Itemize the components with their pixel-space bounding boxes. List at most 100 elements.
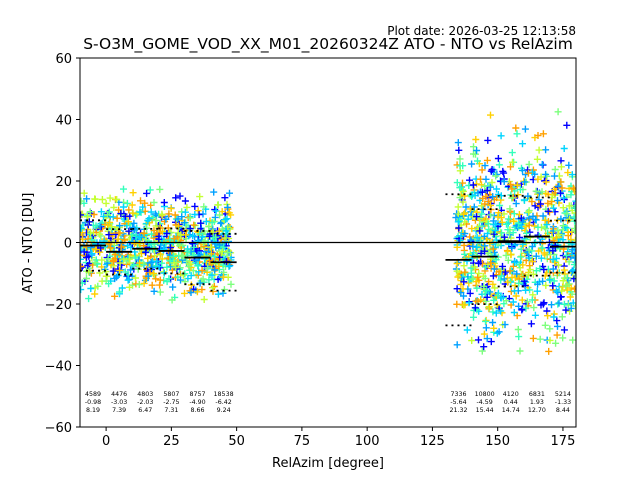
scatter-point-0-774	[177, 276, 184, 284]
scatter-point-1-682	[466, 233, 474, 241]
scatter-point-0-647	[135, 281, 143, 288]
scatter-point-1-898	[454, 218, 462, 226]
scatter-point-1-474	[533, 287, 541, 295]
scatter-point-0-542	[221, 194, 229, 202]
scatter-point-1-875	[475, 269, 483, 277]
scatter-point-1-830	[525, 246, 533, 254]
scatter-point-0-230	[85, 295, 93, 303]
scatter-point-0-211	[97, 208, 105, 216]
bin-stat-std-1: 7.39	[112, 407, 126, 414]
scatter-point-0-852	[136, 246, 144, 254]
scatter-point-1-894	[454, 273, 462, 281]
scatter-point-1-820	[485, 198, 493, 205]
scatter-point-0-485	[152, 210, 159, 218]
scatter-point-1-652	[563, 252, 570, 260]
scatter-point-0-731	[115, 206, 123, 214]
scatter-point-1-846	[454, 203, 462, 211]
scatter-point-1-785	[495, 328, 503, 336]
scatter-point-1-326	[521, 125, 529, 133]
scatter-point-1-763	[456, 217, 463, 225]
bin-stat-count-5: 18538	[214, 391, 234, 398]
scatter-point-1-521	[482, 297, 490, 305]
scatter-point-1-854	[555, 261, 562, 269]
bin-stat-std-10: 8.44	[556, 407, 570, 414]
bin-stat-mean-8: 0.44	[504, 399, 518, 406]
scatter-point-0-488	[196, 193, 204, 201]
scatter-points	[80, 108, 576, 355]
x-tick-label: 150	[485, 434, 510, 449]
scatter-point-0-579	[137, 197, 144, 205]
scatter-point-0-896	[207, 243, 214, 251]
scatter-point-1-832	[557, 189, 564, 197]
scatter-point-1-187	[494, 155, 502, 162]
scatter-point-1-783	[513, 130, 521, 138]
scatter-point-1-338	[490, 324, 498, 332]
scatter-point-1-358	[550, 251, 558, 258]
scatter-point-1-466	[517, 253, 525, 261]
scatter-point-1-593	[525, 160, 533, 168]
scatter-point-0-714	[150, 240, 158, 248]
scatter-point-1-809	[509, 298, 517, 306]
bin-stat-count-0: 4589	[85, 391, 101, 398]
scatter-point-0-895	[125, 227, 133, 235]
scatter-point-1-608	[566, 215, 573, 223]
bin-stat-count-2: 4803	[137, 391, 153, 398]
scatter-point-0-713	[80, 189, 88, 197]
scatter-point-0-828	[204, 264, 212, 272]
scatter-point-0-813	[215, 227, 223, 235]
scatter-point-1-793	[469, 181, 477, 189]
scatter-point-1-543	[480, 330, 488, 338]
scatter-point-1-249	[509, 262, 517, 270]
scatter-point-1-732	[459, 198, 467, 206]
scatter-point-0-289	[129, 189, 137, 197]
scatter-point-1-731	[463, 257, 471, 265]
scatter-point-1-737	[526, 266, 534, 274]
scatter-point-0-769	[96, 230, 103, 238]
scatter-point-1-528	[466, 289, 474, 297]
scatter-point-1-829	[473, 278, 481, 286]
scatter-point-1-685	[542, 178, 550, 186]
scatter-point-1-621	[557, 215, 565, 223]
bin-stat-mean-10: -1.33	[555, 399, 571, 406]
scatter-point-0-816	[196, 279, 204, 287]
scatter-point-0-783	[85, 218, 93, 226]
scatter-point-1-886	[538, 161, 546, 168]
scatter-point-1-757	[560, 326, 568, 334]
scatter-point-1-578	[473, 243, 481, 251]
plot-date: Plot date: 2026-03-25 12:13:58	[387, 24, 576, 38]
scatter-point-0-558	[178, 213, 186, 221]
scatter-point-0-233	[139, 203, 147, 211]
scatter-point-1-715	[540, 266, 548, 274]
scatter-point-0-789	[113, 273, 120, 281]
scatter-point-1-798	[518, 306, 526, 314]
scatter-point-1-580	[504, 256, 512, 264]
scatter-point-0-598	[190, 243, 198, 251]
scatter-point-1-304	[539, 130, 547, 138]
scatter-point-1-605	[542, 225, 550, 232]
scatter-point-0-765	[105, 280, 113, 288]
scatter-point-0-566	[118, 284, 126, 292]
scatter-point-0-752	[136, 208, 144, 216]
scatter-point-1-774	[525, 221, 533, 229]
scatter-point-0-702	[216, 211, 224, 219]
scatter-point-0-739	[163, 278, 171, 286]
scatter-point-0-887	[186, 214, 194, 222]
scatter-point-1-692	[478, 210, 486, 218]
scatter-point-1-356	[487, 338, 495, 346]
scatter-point-1-622	[543, 221, 551, 229]
scatter-point-0-489	[181, 208, 189, 216]
scatter-point-1-787	[563, 210, 571, 218]
scatter-point-0-847	[140, 229, 148, 237]
scatter-point-0-687	[187, 289, 195, 296]
scatter-point-0-897	[104, 255, 112, 263]
scatter-point-0-822	[87, 285, 95, 292]
scatter-point-0-630	[185, 262, 193, 270]
scatter-point-1-425	[486, 288, 494, 296]
scatter-point-1-373	[493, 185, 500, 193]
scatter-point-1-889	[555, 231, 563, 238]
scatter-point-1-294	[453, 341, 461, 349]
scatter-point-0-677	[175, 222, 182, 230]
scatter-point-0-32	[91, 290, 99, 298]
scatter-point-0-866	[135, 233, 143, 241]
scatter-point-0-477	[225, 262, 233, 270]
